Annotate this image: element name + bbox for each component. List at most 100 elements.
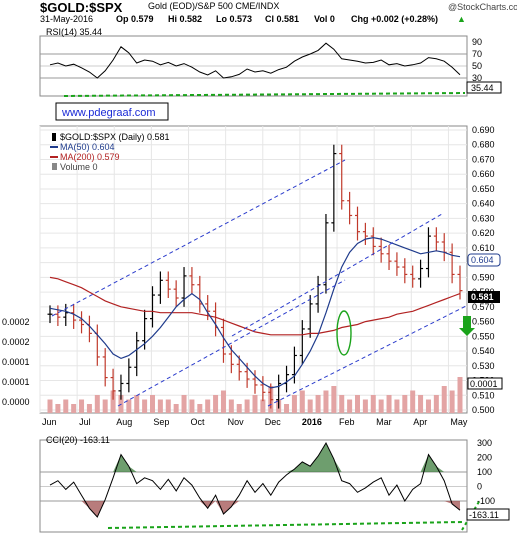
- volume-bar: [323, 390, 329, 413]
- volume-bar: [63, 399, 69, 413]
- volume-bar: [110, 390, 116, 413]
- x-tick-label: 2016: [302, 417, 322, 427]
- rsi-tick-label: 30: [472, 73, 482, 83]
- volume-bar: [165, 399, 171, 413]
- price-tick-label: 0.540: [472, 346, 495, 356]
- volume-bar: [134, 395, 140, 413]
- rsi-tick-label: 70: [472, 49, 482, 59]
- price-frame: [39, 125, 468, 414]
- x-tick-label: May: [450, 417, 468, 427]
- volume-bar: [339, 395, 345, 413]
- volume-bar: [181, 395, 187, 413]
- price-tick-label: 0.650: [472, 184, 495, 194]
- price-tick-label: 0.690: [472, 125, 495, 135]
- volume-bar: [102, 399, 108, 413]
- symbol-description: Gold (EOD)/S&P 500 CME/INDX: [148, 1, 279, 11]
- x-tick-label: Apr: [413, 417, 427, 427]
- rsi-support-line: [63, 92, 466, 97]
- rsi-tick-label: 90: [472, 37, 482, 47]
- volume-bar: [157, 399, 163, 413]
- price-panel: 0.690 0.680 0.670 0.660 0.650 0.640 0.630 0.620…: [2, 102, 503, 427]
- x-tick-label: Feb: [339, 417, 355, 427]
- price-tick-label: 0.560: [472, 317, 495, 327]
- volume-bar: [370, 395, 376, 413]
- cci-oversold-fill: [50, 501, 460, 517]
- ma50-last-badge: [467, 253, 501, 267]
- volume-bar: [71, 404, 77, 413]
- x-tick-label: Sep: [153, 417, 169, 427]
- volume-bar: [291, 395, 297, 413]
- volume-tick-label: 0.0000: [2, 397, 30, 407]
- cci-tick-label: -100: [477, 496, 495, 506]
- volume-bar: [260, 399, 266, 413]
- rsi-panel: RSI(14) 35.44 9070503010 35.44: [39, 27, 502, 97]
- rsi-title: RSI(14) 35.44: [46, 27, 102, 37]
- volume-label: Vol 0: [314, 14, 335, 24]
- low-label: Lo 0.573: [216, 14, 252, 24]
- volume-bar: [457, 377, 463, 413]
- volume-last-value: 0.0001: [470, 379, 498, 389]
- volume-bar: [355, 395, 360, 413]
- price-tick-label: 0.500: [472, 405, 495, 415]
- volume-bar: [315, 395, 321, 413]
- volume-bar: [307, 399, 313, 413]
- legend-volume: Volume 0: [60, 162, 98, 172]
- channel-upper-1: [51, 159, 346, 317]
- volume-bar: [331, 386, 337, 413]
- legend-ma200: MA(200) 0.579: [60, 152, 120, 162]
- ma50-last-value: 0.604: [471, 255, 494, 265]
- cci-tick-label: 100: [477, 467, 492, 477]
- volume-bar: [189, 399, 195, 413]
- volume-tick-label: 0.0002: [2, 317, 30, 327]
- volume-bar: [213, 395, 219, 413]
- volume-tick-label: 0.0002: [2, 337, 30, 347]
- cci-series-line: [49, 441, 461, 518]
- volume-bar: [433, 395, 439, 413]
- price-tick-label: 0.510: [472, 390, 495, 400]
- volume-bar: [441, 386, 447, 413]
- high-label: Hi 0.582: [168, 14, 202, 24]
- price-tick-label: 0.620: [472, 228, 495, 238]
- price-tick-label: 0.530: [472, 361, 495, 371]
- legend-price-marker: [52, 133, 56, 141]
- close-label: Cl 0.581: [265, 14, 299, 24]
- price-tick-label: 0.670: [472, 154, 495, 164]
- cci-support-line: [107, 521, 463, 529]
- volume-bar: [79, 399, 85, 413]
- volume-bar: [394, 399, 400, 413]
- watermark-box: [55, 102, 169, 121]
- x-tick-label: Jun: [42, 417, 57, 427]
- volume-last-badge: [467, 377, 503, 390]
- rsi-series-line: [49, 42, 461, 79]
- volume-bar: [378, 399, 384, 413]
- open-label: Op 0.579: [116, 14, 154, 24]
- volume-bar: [197, 404, 203, 413]
- volume-bar: [284, 404, 290, 413]
- volume-bar: [47, 399, 53, 413]
- price-tick-label: 0.570: [472, 302, 495, 312]
- legend-price: $GOLD:$SPX (Daily) 0.581: [60, 132, 170, 142]
- price-legend: $GOLD:$SPX (Daily) 0.581 MA(50) 0.604 MA…: [50, 132, 170, 172]
- channel-upper-2: [231, 213, 443, 337]
- symbol-title: $GOLD:$SPX: [40, 0, 123, 15]
- volume-bar: [150, 395, 155, 413]
- channel-lower-2: [267, 305, 467, 407]
- volume-bar: [244, 399, 250, 413]
- change-label: Chg +0.002 (+0.28%): [351, 14, 438, 24]
- volume-bar: [410, 390, 416, 413]
- legend-volume-marker: [52, 163, 57, 170]
- x-tick-label: Dec: [265, 417, 282, 427]
- volume-bar: [418, 395, 424, 413]
- volume-bar: [362, 399, 368, 413]
- price-tick-label: 0.590: [472, 272, 495, 282]
- rsi-tick-label: 50: [472, 61, 482, 71]
- price-tick-label: 0.630: [472, 213, 495, 223]
- volume-tick-label: 0.0001: [2, 377, 30, 387]
- cci-tick-label: 0: [477, 482, 482, 492]
- watermark-text: www.pdegraaf.com: [61, 107, 156, 119]
- volume-bar: [299, 390, 305, 413]
- volume-bar: [236, 404, 242, 413]
- volume-bar: [449, 390, 455, 413]
